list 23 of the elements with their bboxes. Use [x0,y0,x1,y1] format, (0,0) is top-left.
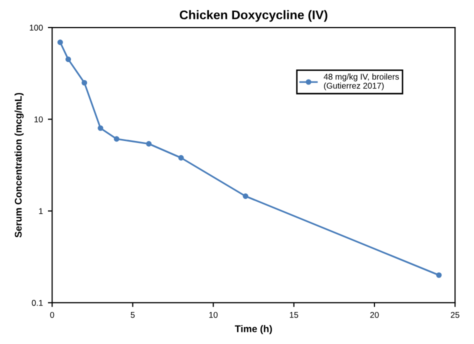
point [242,193,248,199]
point [146,141,152,147]
y-tick-label: 100 [30,24,43,31]
point [436,272,442,278]
point [57,40,63,46]
x-tick-label: 15 [290,312,298,318]
x-tick-label: 5 [130,312,135,318]
y-tick-label: 10 [34,116,43,122]
y-axis-title: Serum Concentration (mcg/mL) [14,92,24,238]
point [98,125,104,131]
x-axis-title: Time (h) [234,325,272,334]
y-tick-label: 1 [39,208,43,214]
x-tick-label: 0 [50,312,54,318]
y-tick-label: 0.1 [32,300,43,306]
point [114,136,120,142]
x-tick-label: 20 [370,312,379,318]
point [178,155,184,161]
x-tick-label: 25 [450,312,460,318]
x-tick-label: 10 [209,312,218,318]
point [82,80,88,86]
point [65,56,72,62]
chart-title: Chicken Doxycycline (IV) [180,10,328,22]
legend-label: 48 mg/kg IV, broilers (Gutierrez 2017) [324,74,399,90]
